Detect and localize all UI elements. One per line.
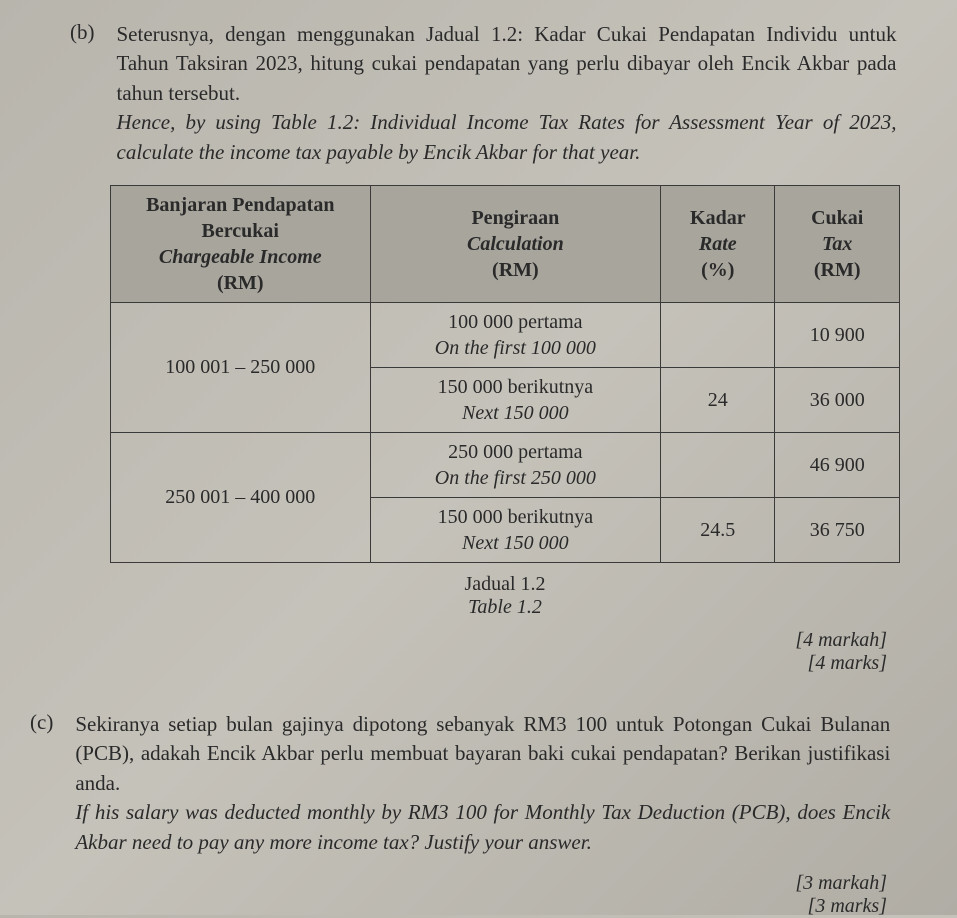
cell-calc: 150 000 berikutnya Next 150 000 xyxy=(370,367,661,432)
marks-b-english: [4 marks] xyxy=(808,652,887,674)
part-c-body: Sekiranya setiap bulan gajinya dipotong … xyxy=(75,710,890,857)
header-income: Banjaran Pendapatan Bercukai Chargeable … xyxy=(111,185,371,302)
header-tax: Cukai Tax (RM) xyxy=(775,185,900,302)
table-header-row: Banjaran Pendapatan Bercukai Chargeable … xyxy=(111,185,900,302)
page-content: (b) Seterusnya, dengan menggunakan Jadua… xyxy=(70,20,907,918)
table-caption: Jadual 1.2 Table 1.2 xyxy=(110,573,900,619)
question-part-c: (c) Sekiranya setiap bulan gajinya dipot… xyxy=(70,710,907,857)
cell-tax: 46 900 xyxy=(775,432,900,497)
marks-c-malay: [3 markah] xyxy=(795,872,887,894)
part-c-label: (c) xyxy=(30,710,53,735)
part-b-body: Seterusnya, dengan menggunakan Jadual 1.… xyxy=(117,20,897,167)
part-c-english: If his salary was deducted monthly by RM… xyxy=(75,800,890,853)
cell-tax: 36 750 xyxy=(775,497,900,562)
cell-calc: 100 000 pertama On the first 100 000 xyxy=(370,302,661,367)
cell-rate xyxy=(661,432,775,497)
part-b-label: (b) xyxy=(70,20,95,45)
table-row: 100 001 – 250 000 100 000 pertama On the… xyxy=(111,302,900,367)
header-calculation: Pengiraan Calculation (RM) xyxy=(370,185,661,302)
tax-table: Banjaran Pendapatan Bercukai Chargeable … xyxy=(110,185,900,563)
part-c-malay: Sekiranya setiap bulan gajinya dipotong … xyxy=(75,712,890,795)
marks-b-malay: [4 markah] xyxy=(795,629,887,651)
caption-malay: Jadual 1.2 xyxy=(464,573,545,595)
question-part-b: (b) Seterusnya, dengan menggunakan Jadua… xyxy=(70,20,907,167)
cell-calc: 150 000 berikutnya Next 150 000 xyxy=(370,497,661,562)
table-row: 250 001 – 400 000 250 000 pertama On the… xyxy=(111,432,900,497)
cell-range-2: 250 001 – 400 000 xyxy=(111,432,371,562)
cell-tax: 10 900 xyxy=(775,302,900,367)
marks-b: [4 markah] [4 marks] xyxy=(70,629,887,675)
marks-c-english: [3 marks] xyxy=(808,895,887,917)
cell-rate: 24 xyxy=(661,367,775,432)
cell-rate xyxy=(661,302,775,367)
part-b-english: Hence, by using Table 1.2: Individual In… xyxy=(117,110,897,163)
marks-c: [3 markah] [3 marks] xyxy=(70,872,887,918)
header-rate: Kadar Rate (%) xyxy=(661,185,775,302)
cell-tax: 36 000 xyxy=(775,367,900,432)
cell-rate: 24.5 xyxy=(661,497,775,562)
part-b-malay: Seterusnya, dengan menggunakan Jadual 1.… xyxy=(117,22,897,105)
cell-calc: 250 000 pertama On the first 250 000 xyxy=(370,432,661,497)
caption-english: Table 1.2 xyxy=(468,596,542,618)
cell-range-1: 100 001 – 250 000 xyxy=(111,302,371,432)
